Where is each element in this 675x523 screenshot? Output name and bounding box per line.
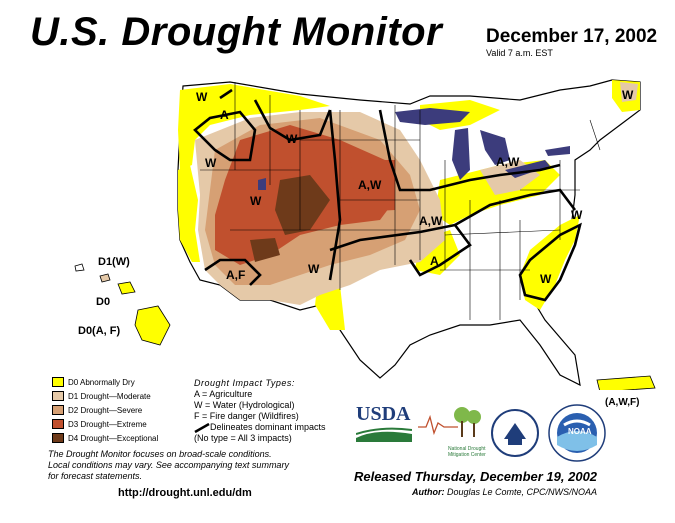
noaa-seal-icon	[548, 404, 606, 462]
legend-swatch	[52, 377, 64, 387]
author-name: Douglas Le Comte, CPC/NWS/NOAA	[447, 487, 598, 497]
legend-swatch	[52, 391, 64, 401]
note-line: The Drought Monitor focuses on broad-sca…	[48, 449, 272, 459]
hawaii-label-d0af: D0(A, F)	[78, 325, 121, 337]
noaa-logo: NOAA	[546, 403, 608, 463]
impact-boundaries	[193, 88, 582, 302]
impact-no-type: (No type = All 3 impacts)	[194, 433, 292, 443]
d3-nebraska	[350, 160, 395, 212]
map-label-w: W	[622, 88, 634, 102]
d1-maine	[620, 82, 638, 102]
legend-swatch	[52, 433, 64, 443]
map-label-w: W	[308, 262, 320, 276]
commerce-seal-icon	[491, 409, 539, 457]
hawaii-label-d0: D0	[96, 296, 111, 308]
legend-swatch	[52, 419, 64, 429]
note-line: for forecast statements.	[48, 471, 143, 481]
impact-delineates: Delineates dominant impacts	[210, 422, 326, 432]
usda-hills-icon	[355, 427, 413, 442]
map-label-w: W	[286, 132, 298, 146]
impact-line: A = Agriculture	[194, 389, 253, 399]
map-label-a: A	[430, 254, 439, 268]
ndmc-logo: National Drought Mitigation Center	[418, 403, 488, 463]
disclaimer-note: The Drought Monitor focuses on broad-sca…	[48, 449, 348, 482]
lake-ontario	[545, 146, 570, 156]
puerto-rico-label: (A,W,F)	[605, 397, 640, 408]
map-label-aw: A,W	[496, 155, 520, 169]
legend-d1: D1 Drought—Moderate	[52, 390, 151, 402]
impact-delineates-row: Delineates dominant impacts	[194, 422, 326, 433]
puerto-rico	[596, 375, 656, 390]
map-label-w: W	[540, 272, 552, 286]
map-label-w: W	[205, 156, 217, 170]
d0-west-coast	[178, 165, 200, 262]
legend-d0: D0 Abnormally Dry	[52, 376, 135, 388]
impact-line: F = Fire danger (Wildfires)	[194, 411, 299, 421]
map-label-aw: A,W	[419, 214, 443, 228]
map-label-af: A,F	[226, 268, 246, 282]
ndmc-tree-icon	[418, 407, 481, 437]
map-label-w: W	[571, 208, 583, 222]
legend-d2: D2 Drought—Severe	[52, 404, 142, 416]
note-line: Local conditions may vary. See accompany…	[48, 460, 289, 470]
impact-types: Drought Impact Types: A = Agriculture W …	[194, 378, 326, 444]
valid-time: Valid 7 a.m. EST	[486, 48, 553, 58]
doc-seal	[490, 403, 540, 463]
d0-southeast	[520, 215, 580, 310]
impact-title: Drought Impact Types:	[194, 378, 295, 388]
hawaii-label-d1: D1(W)	[98, 256, 130, 268]
map-title: U.S. Drought Monitor	[30, 10, 443, 54]
usda-logo: USDA	[355, 403, 414, 463]
legend-d4: D4 Drought—Exceptional	[52, 432, 158, 444]
hawaii	[74, 263, 171, 346]
ndmc-logo-text: National Drought Mitigation Center	[448, 446, 486, 458]
d4-colorado	[250, 238, 280, 262]
d4-core	[275, 175, 330, 235]
lake-michigan	[452, 128, 470, 180]
impact-line: W = Water (Hydrological)	[194, 400, 295, 410]
source-url[interactable]: http://drought.unl.edu/dm	[118, 487, 252, 499]
drought-map	[74, 79, 656, 390]
great-salt-lake	[258, 178, 266, 190]
map-label-a: A	[220, 108, 229, 122]
map-date: December 17, 2002	[486, 26, 658, 47]
legend-label: D4 Drought—Exceptional	[68, 433, 159, 443]
legend-label: D3 Drought—Extreme	[68, 419, 147, 429]
legend-label: D0 Abnormally Dry	[68, 377, 135, 387]
boundary-line-icon	[194, 422, 210, 433]
legend-label: D1 Drought—Moderate	[68, 391, 151, 401]
legend-swatch	[52, 405, 64, 415]
map-label-w: W	[250, 194, 262, 208]
legend-d3: D3 Drought—Extreme	[52, 418, 147, 430]
noaa-logo-text: NOAA	[568, 427, 592, 436]
lake-huron	[480, 130, 510, 165]
lake-superior	[395, 108, 470, 125]
author-label: Author:	[412, 487, 445, 497]
release-date: Released Thursday, December 19, 2002	[354, 469, 598, 484]
state-boundaries	[200, 82, 601, 320]
d0-pacific-nw	[178, 84, 330, 170]
usda-logo-text: USDA	[356, 403, 411, 425]
map-label-w: W	[196, 90, 208, 104]
author: Author: Douglas Le Comte, CPC/NWS/NOAA	[412, 487, 597, 497]
legend-label: D2 Drought—Severe	[68, 405, 143, 415]
map-label-aw: A,W	[358, 178, 382, 192]
